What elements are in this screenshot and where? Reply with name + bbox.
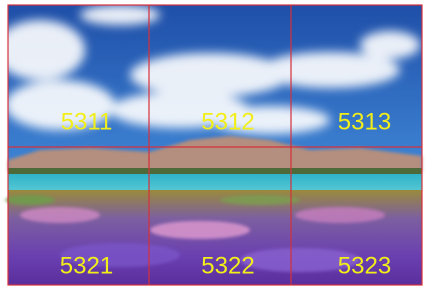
tile-label: 5323 bbox=[338, 252, 391, 279]
tile-label: 5322 bbox=[201, 252, 254, 279]
tile-label: 5313 bbox=[338, 108, 391, 135]
page: 531153125313532153225323 (() => { const … bbox=[0, 0, 426, 289]
tile-label: 5321 bbox=[60, 252, 113, 279]
tile-label: 5311 bbox=[61, 108, 113, 135]
video-wall: 5311 5312 5313 5321 5322 5323 bbox=[0, 0, 426, 289]
photo bbox=[0, 5, 422, 285]
tile-label: 5312 bbox=[201, 108, 254, 135]
